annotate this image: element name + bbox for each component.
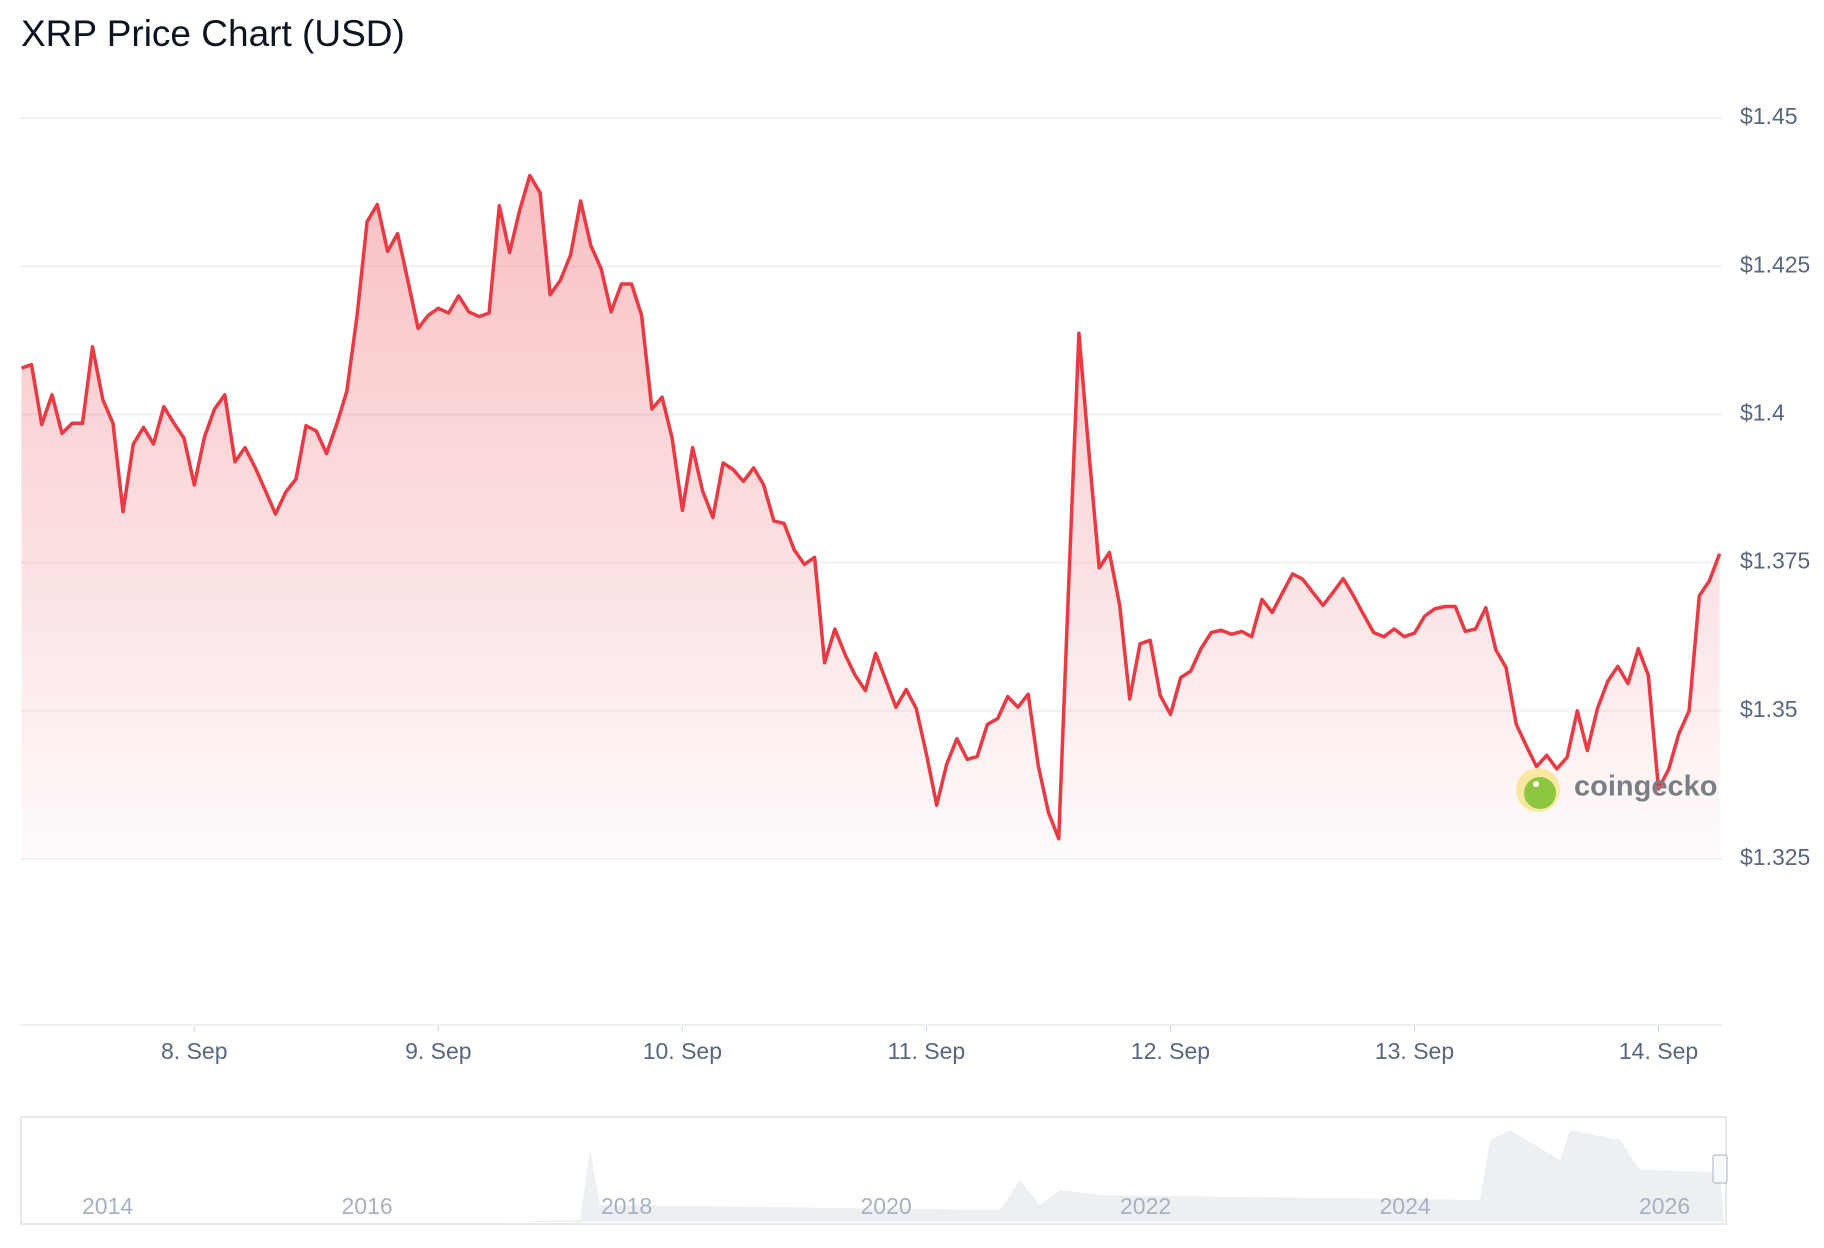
- x-tick-label: 11. Sep: [888, 1038, 966, 1064]
- y-tick-label: $1.35: [1740, 696, 1798, 722]
- navigator-label: 2016: [342, 1193, 393, 1219]
- navigator-label: 2022: [1120, 1193, 1171, 1219]
- y-tick-label: $1.375: [1740, 548, 1810, 574]
- navigator-label: 2020: [861, 1193, 912, 1219]
- x-tick-label: 10. Sep: [643, 1038, 722, 1064]
- navigator-labels: 2014 2016 2018 2020 2022 2024 2026: [82, 1193, 1690, 1219]
- x-tick-label: 9. Sep: [405, 1038, 472, 1064]
- price-line: [20, 173, 1722, 841]
- x-axis: 8. Sep 9. Sep 10. Sep 11. Sep 12. Sep 13. Sep…: [21, 1024, 1722, 1064]
- navigator-label: 2024: [1380, 1193, 1431, 1219]
- x-tick-label: 14. Sep: [1619, 1038, 1698, 1064]
- watermark: coingecko: [1516, 768, 1717, 812]
- navigator-label: 2018: [601, 1193, 652, 1219]
- price-area: [21, 175, 1720, 859]
- plot: [20, 173, 1722, 859]
- x-tick-label: 12. Sep: [1131, 1038, 1210, 1064]
- watermark-text: coingecko: [1574, 771, 1717, 803]
- y-tick-label: $1.45: [1740, 103, 1798, 129]
- y-tick-label: $1.425: [1740, 251, 1810, 277]
- y-tick-label: $1.325: [1740, 844, 1810, 870]
- navigator-label: 2026: [1639, 1193, 1690, 1219]
- x-tick-label: 13. Sep: [1375, 1038, 1454, 1064]
- chart-title: XRP Price Chart (USD): [21, 13, 405, 54]
- navigator: [20, 1116, 1728, 1225]
- y-tick-label: $1.4: [1740, 399, 1785, 425]
- navigator-label: 2014: [82, 1193, 133, 1219]
- x-tick-label: 8. Sep: [161, 1038, 228, 1064]
